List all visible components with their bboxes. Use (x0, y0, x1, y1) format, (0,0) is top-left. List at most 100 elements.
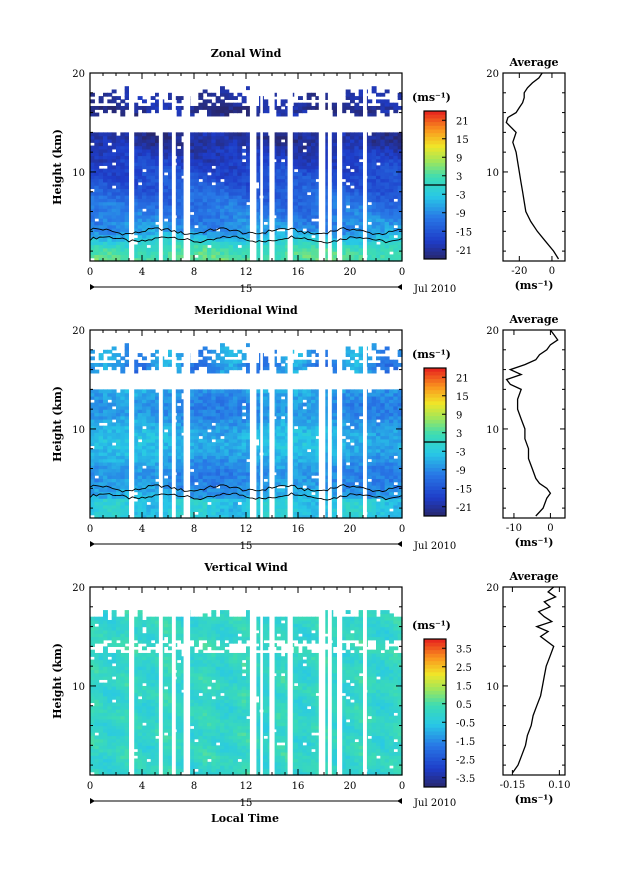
heatmap-cell (298, 142, 303, 147)
heatmap-cell (168, 511, 173, 516)
heatmap-cell (263, 448, 269, 453)
heatmap-cell (341, 132, 347, 137)
heatmap-cell (341, 241, 347, 246)
heatmap-cell (237, 471, 243, 476)
heatmap-cell (194, 195, 199, 199)
heatmap-cell (215, 204, 221, 209)
heatmap-cell (133, 452, 139, 456)
heatmap-cell (198, 145, 204, 150)
heatmap-cell (116, 409, 121, 414)
heatmap-cell (90, 448, 95, 453)
heatmap-cell (120, 162, 126, 166)
heatmap-cell (168, 452, 173, 456)
heatmap-cell (233, 208, 238, 213)
heatmap-cell (98, 214, 104, 219)
heatmap-cell (376, 165, 381, 170)
heatmap-cell (116, 461, 121, 466)
heatmap-cell (384, 254, 390, 259)
heatmap-cell (220, 343, 225, 348)
heatmap-cell (380, 142, 386, 147)
heatmap-cell (194, 234, 199, 239)
heatmap-cell (90, 198, 95, 203)
heatmap-cell (354, 96, 360, 100)
heatmap-cell (150, 168, 156, 173)
heatmap-cell (254, 508, 260, 513)
heatmap-cell (276, 132, 282, 137)
heatmap-cell (137, 511, 143, 516)
heatmap-cell (150, 458, 156, 463)
heatmap-cell (194, 455, 199, 460)
heatmap-cell (194, 498, 199, 503)
heatmap-cell (298, 188, 303, 193)
heatmap-cell (94, 148, 100, 153)
heatmap-cell (220, 481, 225, 486)
heatmap-cell (181, 254, 186, 259)
heatmap-cell (137, 165, 143, 170)
heatmap-cell (211, 204, 217, 209)
heatmap-cell (311, 152, 316, 157)
heatmap-cell (163, 105, 169, 110)
heatmap-cell (276, 152, 282, 157)
heatmap-cell (198, 158, 204, 163)
heatmap-cell (311, 204, 316, 209)
heatmap-cell (207, 142, 212, 147)
heatmap-cell (293, 148, 299, 153)
heatmap-cell (241, 428, 247, 433)
heatmap-cell (246, 498, 251, 503)
heatmap-cell (194, 514, 199, 519)
heatmap-cell (345, 158, 351, 163)
heatmap-cell (397, 175, 403, 180)
heatmap-cell (224, 359, 230, 364)
heatmap-cell (124, 432, 130, 437)
heatmap-cell (237, 461, 243, 466)
heatmap-cell (332, 165, 338, 170)
heatmap-cell (298, 165, 303, 170)
heatmap-cell (254, 369, 260, 374)
heatmap-cell (324, 191, 329, 196)
heatmap-cell (155, 468, 160, 473)
heatmap-cell (237, 435, 243, 440)
heatmap-cell (237, 251, 243, 256)
heatmap-cell (146, 257, 152, 262)
heatmap-cell (380, 218, 386, 223)
colorbar-swatch (424, 148, 446, 153)
heatmap-cell (207, 138, 212, 143)
heatmap-cell (168, 254, 173, 259)
heatmap-cell (176, 481, 182, 486)
heatmap-cell (302, 162, 308, 166)
heatmap-cell (98, 461, 104, 466)
heatmap-cell (120, 491, 126, 496)
heatmap-cell (285, 112, 290, 117)
heatmap-cell (90, 204, 95, 209)
heatmap-cell (207, 455, 212, 460)
colorbar-swatch (424, 251, 446, 256)
heatmap-cell (302, 188, 308, 193)
heatmap-cell (345, 231, 351, 236)
heatmap-cell (233, 468, 238, 473)
heatmap-cell (233, 399, 238, 404)
heatmap-cell (155, 432, 160, 437)
heatmap-cell (198, 452, 204, 456)
heatmap-cell (233, 175, 238, 180)
heatmap-cell (142, 402, 147, 407)
heatmap-cell (211, 152, 217, 157)
heatmap-cell (246, 508, 251, 513)
heatmap-cell (120, 471, 126, 476)
heatmap-cell (254, 191, 260, 196)
heatmap-cell (155, 244, 160, 249)
heatmap-cell (237, 221, 243, 226)
heatmap-cell (142, 254, 147, 259)
heatmap-cell (142, 148, 147, 153)
heatmap-cell (306, 105, 312, 110)
heatmap-cell (103, 405, 108, 410)
heatmap-cell (137, 353, 143, 357)
heatmap-cell (211, 224, 217, 229)
heatmap-cell (341, 109, 347, 114)
heatmap-cell (311, 201, 316, 206)
heatmap-cell (263, 514, 269, 519)
heatmap-cell (176, 251, 182, 256)
heatmap-cell (155, 395, 160, 400)
heatmap-cell (103, 254, 108, 259)
heatmap-cell (224, 234, 230, 239)
heatmap-cell (142, 195, 147, 199)
